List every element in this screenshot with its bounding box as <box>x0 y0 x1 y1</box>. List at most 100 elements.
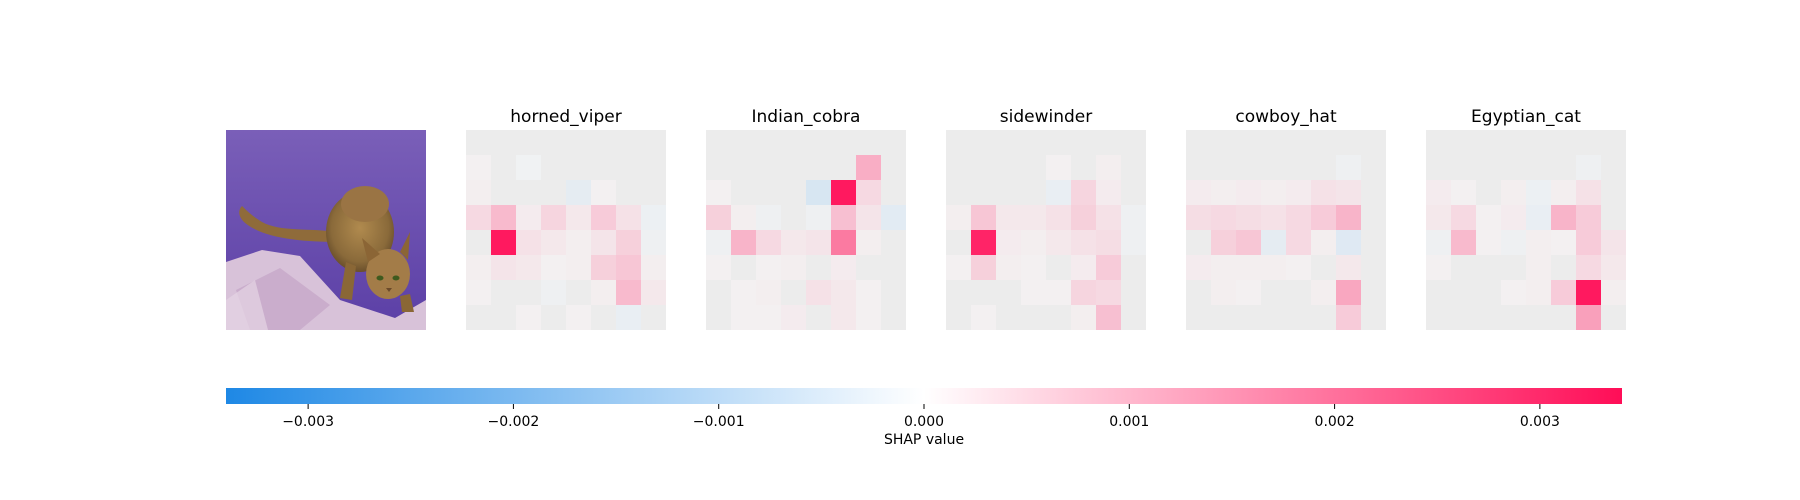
heatmap-cell <box>566 305 591 330</box>
cat-back <box>341 186 389 222</box>
colorbar-gradient <box>226 388 1622 404</box>
heatmap-cell <box>1236 280 1261 305</box>
panel-sidewinder: sidewinder <box>946 107 1146 330</box>
colorbar-tick-label: −0.003 <box>282 414 334 430</box>
heatmap-cell <box>1186 205 1211 230</box>
heatmap-cell <box>1236 230 1261 255</box>
heatmap-cell <box>1576 305 1601 330</box>
heatmap-cell <box>856 280 881 305</box>
heatmap-cell <box>831 230 856 255</box>
heatmap-cell <box>1526 180 1551 205</box>
cat-nose <box>386 288 392 292</box>
heatmap-cell <box>591 205 616 230</box>
heatmap-cell <box>856 155 881 180</box>
cat-head <box>366 249 410 299</box>
heatmap-cell <box>1426 180 1451 205</box>
heatmap-cell <box>856 180 881 205</box>
heatmap-cell <box>491 230 516 255</box>
heatmap-cell <box>1311 230 1336 255</box>
heatmap-cell <box>996 205 1021 230</box>
heatmap-cell <box>566 205 591 230</box>
heatmap-cell <box>756 205 781 230</box>
heatmap-cell <box>466 255 491 280</box>
heatmap-cell <box>781 305 806 330</box>
heatmap-cell <box>1096 305 1121 330</box>
heatmap-cell <box>756 230 781 255</box>
heatmap-cell <box>1576 255 1601 280</box>
heatmap-cell <box>1046 155 1071 180</box>
heatmap-cell <box>756 305 781 330</box>
heatmap-cell <box>1021 280 1046 305</box>
heatmap-cell <box>831 280 856 305</box>
heatmap-cell <box>1501 280 1526 305</box>
heatmap-cell <box>591 280 616 305</box>
heatmap-cell <box>641 230 666 255</box>
heatmap-cell <box>731 205 756 230</box>
cat-ear-left <box>362 238 380 262</box>
heatmap-cell <box>1551 180 1576 205</box>
colorbar-tick-label: 0.003 <box>1520 414 1560 430</box>
heatmap-cell <box>516 305 541 330</box>
heatmap-cell <box>1551 230 1576 255</box>
heatmap-cell <box>831 305 856 330</box>
heatmap-cell <box>1096 255 1121 280</box>
heatmap-cell <box>856 230 881 255</box>
colorbar-label: SHAP value <box>884 432 964 448</box>
heatmap-cell <box>1096 230 1121 255</box>
heatmap-cell <box>1021 205 1046 230</box>
heatmap-cell <box>1551 280 1576 305</box>
heatmap-cell <box>1236 205 1261 230</box>
heatmap-cell <box>756 255 781 280</box>
heatmap-cell <box>1336 305 1361 330</box>
panel-title: Indian_cobra <box>752 107 861 127</box>
heatmap-cell <box>541 255 566 280</box>
heatmap-cell <box>566 255 591 280</box>
cat-ear-right <box>400 232 410 260</box>
heatmap-cell <box>541 280 566 305</box>
heatmap-cell <box>566 230 591 255</box>
heatmap-cell <box>466 155 491 180</box>
heatmap-cell <box>1211 180 1236 205</box>
heatmap-cell <box>1211 230 1236 255</box>
heatmap-cell <box>831 180 856 205</box>
heatmap-cell <box>971 230 996 255</box>
heatmap-cell <box>1021 230 1046 255</box>
colorbar-ticks: −0.003 −0.002 −0.001 0.000 0.001 0.002 0.003 <box>282 404 1560 430</box>
panel-title: horned_viper <box>510 107 621 127</box>
heatmap-cell <box>591 255 616 280</box>
heatmap-cell <box>1071 205 1096 230</box>
heatmap-cell <box>971 205 996 230</box>
heatmap-cell <box>1211 280 1236 305</box>
heatmap-cell <box>1576 155 1601 180</box>
heatmap-cell <box>706 180 731 205</box>
heatmap-cell <box>1451 180 1476 205</box>
heatmap-cell <box>1336 180 1361 205</box>
heatmap-cell <box>1526 230 1551 255</box>
heatmap-cell <box>466 205 491 230</box>
heatmap-cell <box>1021 255 1046 280</box>
heatmap-cell <box>1071 180 1096 205</box>
heatmap-cell <box>1261 205 1286 230</box>
heatmap-cell <box>1046 230 1071 255</box>
heatmap-cell <box>946 205 971 230</box>
heatmap-cell <box>1121 230 1146 255</box>
heatmap-cell <box>996 255 1021 280</box>
heatmap-cell <box>781 255 806 280</box>
heatmap-cell <box>1476 230 1501 255</box>
heatmap-cell <box>1336 230 1361 255</box>
heatmap-cell <box>706 255 731 280</box>
heatmap-cell <box>1211 205 1236 230</box>
cat-leg <box>400 294 414 312</box>
heatmap-cell <box>641 255 666 280</box>
heatmap-cell <box>466 180 491 205</box>
heatmap-cell <box>971 305 996 330</box>
panel-horned_viper: horned_viper <box>466 107 666 330</box>
heatmap-cell <box>781 230 806 255</box>
heatmap-cell <box>466 280 491 305</box>
heatmap-cell <box>1501 205 1526 230</box>
heatmap-cell <box>1211 255 1236 280</box>
heatmap-cell <box>806 230 831 255</box>
heatmap-cell <box>1426 255 1451 280</box>
heatmap-cell <box>1576 180 1601 205</box>
